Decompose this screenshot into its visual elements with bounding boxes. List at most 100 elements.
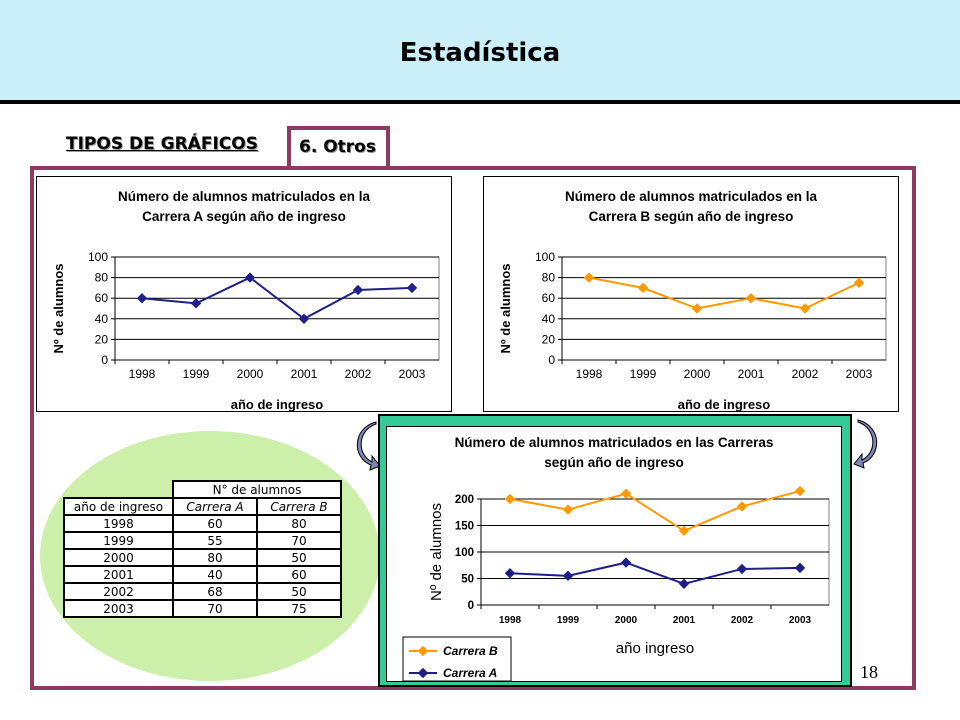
x-tick-label: 2003 [846, 367, 873, 381]
data-point [504, 493, 516, 505]
content-frame [30, 166, 916, 690]
table-col-header: Carrera B [256, 497, 342, 516]
table-cell: 40 [172, 565, 258, 584]
legend-label: Carrera B [443, 644, 498, 658]
table-cell: 80 [256, 514, 342, 533]
y-tick-label: 100 [455, 547, 474, 559]
chart-title: Número de alumnos matriculados en la [118, 189, 371, 204]
x-tick-label: 2000 [615, 615, 638, 626]
x-tick-label: 2002 [731, 615, 754, 626]
x-tick-label: 2000 [237, 367, 264, 381]
y-tick-label: 0 [101, 353, 108, 367]
x-axis-label: año de ingreso [231, 397, 324, 411]
x-tick-label: 2003 [399, 367, 426, 381]
data-point [352, 284, 364, 296]
table-col-header: año de ingreso [63, 497, 174, 516]
legend-label: Carrera A [443, 666, 497, 680]
y-tick-label: 0 [468, 600, 474, 612]
table-header-row: año de ingreso Carrera A Carrera B [63, 497, 342, 516]
series-line [509, 561, 801, 585]
series-line [509, 490, 801, 532]
data-point [637, 282, 649, 294]
data-point [406, 282, 418, 294]
chart-carrera-a: Número de alumnos matriculados en la Carr… [51, 189, 440, 412]
subsection-tab: 6. Otros [287, 126, 390, 166]
x-tick-label: 2001 [673, 615, 696, 626]
table-col-header: Carrera A [172, 497, 258, 516]
y-tick-label: 50 [461, 574, 474, 586]
table-row: 1998 60 80 [63, 514, 342, 533]
section-label: TIPOS DE GRÁFICOS [66, 134, 258, 154]
y-tick-label: 20 [95, 332, 109, 346]
table-cell: 60 [172, 514, 258, 533]
y-axis-label: Nº de alumnos [498, 264, 513, 354]
data-point [562, 570, 574, 582]
table-cell: 60 [256, 565, 342, 584]
table-cell: 2003 [63, 599, 174, 618]
series-line [588, 276, 860, 310]
data-point [799, 303, 811, 314]
table-cell: 70 [256, 531, 342, 550]
table-cell: 50 [256, 548, 342, 567]
data-point [736, 501, 748, 512]
y-tick-label: 40 [95, 312, 109, 326]
y-tick-label: 100 [88, 250, 108, 264]
x-tick-label: 1998 [499, 615, 522, 626]
chart-title: Número de alumnos matriculados en las Ca… [455, 435, 774, 450]
table-cell: 2001 [63, 565, 174, 584]
data-point [745, 292, 757, 304]
table-cell: 55 [172, 531, 258, 550]
legend-marker [417, 645, 429, 657]
table-cell: 75 [256, 599, 342, 618]
x-tick-label: 1998 [129, 367, 156, 381]
data-point [298, 313, 310, 325]
x-tick-label: 2000 [684, 367, 711, 381]
data-point [691, 303, 703, 314]
table-cell: 1998 [63, 514, 174, 533]
y-tick-label: 40 [542, 312, 556, 326]
header-bar: Estadística [0, 0, 960, 104]
table-row: 2000 80 50 [63, 548, 342, 567]
y-tick-label: 80 [542, 271, 556, 285]
y-tick-label: 150 [455, 521, 474, 533]
data-point [678, 578, 690, 590]
chart-carrera-b: Número de alumnos matriculados en la Carr… [498, 189, 887, 412]
y-tick-label: 200 [455, 494, 474, 506]
x-tick-label: 2003 [789, 615, 812, 626]
x-tick-label: 1998 [576, 367, 603, 381]
data-point [504, 567, 516, 579]
combined-chart-box: Número de alumnos matriculados en las Ca… [386, 426, 842, 682]
page-title: Estadística [399, 38, 561, 68]
x-tick-label: 2001 [291, 367, 318, 381]
table-cell: 2002 [63, 582, 174, 601]
y-tick-label: 80 [95, 271, 109, 285]
table-row: 2003 70 75 [63, 599, 342, 618]
x-axis-label: año de ingreso [678, 397, 771, 411]
data-table: N° de alumnos año de ingreso Carrera A C… [63, 480, 342, 618]
chart-carrera-a-box: Número de alumnos matriculados en la Carr… [36, 176, 452, 412]
x-tick-label: 1999 [557, 615, 580, 626]
chart-title: Carrera B según año de ingreso [589, 209, 794, 224]
chart-carreras-combined: Número de alumnos matriculados en las Ca… [402, 435, 830, 682]
series-line [141, 276, 413, 320]
y-axis-label: Nº de alumnos [51, 264, 66, 354]
table-group-header: N° de alumnos [172, 480, 342, 499]
legend-marker [417, 667, 429, 679]
x-tick-label: 1999 [183, 367, 210, 381]
data-point [620, 488, 632, 499]
data-point [794, 562, 806, 574]
data-point [136, 292, 148, 304]
plot-area [114, 256, 440, 361]
data-point [794, 485, 806, 497]
x-tick-label: 2002 [792, 367, 819, 381]
y-tick-label: 60 [542, 291, 556, 305]
data-point [853, 277, 865, 288]
chart-carrera-b-box: Número de alumnos matriculados en la Carr… [483, 176, 899, 412]
curved-arrow-right-icon [853, 419, 878, 469]
table-cell: 80 [172, 548, 258, 567]
data-point [562, 504, 574, 515]
data-point [244, 272, 256, 283]
data-point [583, 272, 595, 283]
table-row: 2001 40 60 [63, 565, 342, 584]
y-tick-label: 20 [542, 332, 556, 346]
